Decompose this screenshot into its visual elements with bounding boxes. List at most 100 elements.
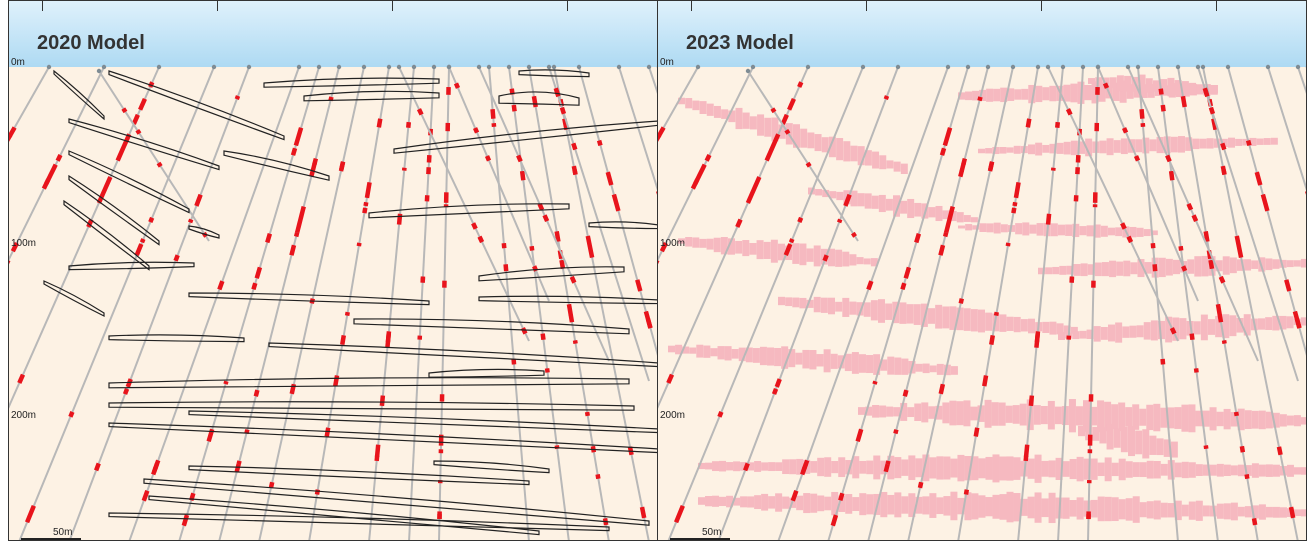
- mineralized-intercept: [511, 104, 517, 112]
- mineralized-intercept: [658, 126, 666, 138]
- mineralized-intercept: [1065, 108, 1073, 116]
- mineralized-intercept: [156, 161, 163, 168]
- block-model-cell: [843, 141, 851, 162]
- collar-marker: [576, 64, 582, 70]
- block-model-cell: [1208, 319, 1215, 335]
- mineralized-intercept: [838, 492, 845, 502]
- collar-marker: [446, 64, 452, 70]
- block-model-cell: [906, 304, 914, 324]
- mineralized-intercept: [614, 203, 621, 212]
- collar-marker: [156, 64, 162, 70]
- ore-lens-outline: [68, 118, 220, 171]
- block-model-cell: [866, 460, 874, 475]
- block-model-cell: [845, 494, 853, 514]
- block-model-cell: [1013, 316, 1021, 333]
- mineralized-intercept: [774, 378, 782, 388]
- depth-label-100m: 100m: [11, 238, 37, 249]
- block-model-cell: [817, 457, 825, 477]
- block-model-cell: [1118, 499, 1126, 520]
- block-model-cell: [1102, 77, 1110, 87]
- block-model-cell: [985, 497, 993, 517]
- block-model-cell: [1087, 264, 1095, 275]
- block-model-cell: [1035, 85, 1043, 103]
- collar-marker: [1095, 64, 1101, 70]
- block-model-cell: [1167, 407, 1175, 429]
- block-model-cell: [1244, 506, 1252, 518]
- block-model-cell: [942, 210, 950, 220]
- collar-marker: [1200, 64, 1206, 70]
- mineralized-intercept: [181, 514, 190, 527]
- block-model-cell: [1265, 411, 1273, 429]
- mineralized-intercept: [645, 318, 653, 329]
- mineralized-intercept: [9, 126, 17, 138]
- block-model-cell: [1086, 329, 1094, 339]
- mineralized-intercept: [958, 170, 964, 178]
- block-model-cell: [1206, 138, 1214, 149]
- block-model-cell: [956, 307, 964, 331]
- block-model-cell: [958, 225, 965, 229]
- collar-marker: [1265, 64, 1271, 70]
- block-model-cell: [1106, 138, 1114, 156]
- block-model-cell: [1041, 460, 1049, 477]
- mineralized-intercept: [477, 235, 485, 244]
- block-model-cell: [1040, 405, 1048, 425]
- mineralized-intercept: [340, 335, 347, 345]
- block-model-cell: [950, 458, 958, 478]
- block-model-cell: [1069, 459, 1077, 480]
- block-model-cell: [1063, 325, 1071, 334]
- block-model-cell: [837, 355, 845, 369]
- block-model-cell: [922, 454, 930, 482]
- mineralized-intercept: [1034, 332, 1041, 348]
- block-model-cell: [1099, 140, 1107, 154]
- collar-marker: [411, 64, 417, 70]
- block-model-cell: [733, 461, 741, 472]
- block-model-cell: [1165, 258, 1173, 276]
- block-model-cell: [1293, 415, 1301, 427]
- block-model-cell: [675, 344, 683, 355]
- block-model-cell: [1270, 137, 1278, 145]
- block-model-cell: [978, 148, 985, 154]
- mineralized-intercept: [294, 205, 306, 234]
- block-model-cell: [742, 112, 750, 129]
- block-model-cell: [1244, 410, 1252, 429]
- block-model-cell: [1055, 457, 1063, 481]
- block-model-cell: [950, 491, 958, 521]
- block-model-cell: [1265, 464, 1273, 477]
- block-model-cell: [971, 493, 979, 520]
- mineralized-intercept: [1023, 444, 1030, 458]
- collar-marker: [895, 64, 901, 70]
- block-model-cell: [689, 347, 697, 354]
- mineralized-intercept: [958, 298, 964, 304]
- collar-marker: [985, 64, 991, 70]
- block-model-cell: [1054, 406, 1062, 425]
- block-model-cell: [949, 306, 957, 330]
- block-model-cell: [972, 90, 980, 101]
- block-model-cell: [829, 191, 837, 199]
- block-model-cell: [698, 497, 705, 505]
- block-model-cell: [810, 461, 818, 473]
- mineralized-intercept: [187, 218, 194, 224]
- mineralized-intercept: [10, 242, 19, 253]
- block-model-cell: [717, 346, 725, 360]
- block-model-cell: [1237, 506, 1245, 517]
- mineralized-intercept: [735, 218, 743, 228]
- ore-lens-outline: [43, 280, 105, 317]
- block-model-cell: [685, 98, 693, 109]
- block-model-cell: [979, 89, 987, 102]
- block-model-cell: [1237, 464, 1245, 477]
- block-model-cell: [894, 457, 902, 479]
- mineralized-intercept: [1288, 506, 1296, 519]
- block-model-cell: [1228, 137, 1235, 148]
- ore-lens-outline: [478, 295, 657, 305]
- block-model-cell: [1045, 267, 1053, 275]
- block-model-cell: [900, 200, 908, 214]
- drillhole-trace: [1267, 66, 1306, 191]
- block-model-cell: [1100, 327, 1108, 340]
- block-model-cell: [1048, 492, 1056, 524]
- mineralized-intercept: [666, 373, 675, 384]
- block-model-cell: [922, 363, 930, 374]
- mineralized-intercept: [566, 303, 574, 316]
- block-model-cell: [1178, 136, 1185, 153]
- block-model-cell: [740, 462, 748, 471]
- mineralized-intercept: [1133, 155, 1141, 162]
